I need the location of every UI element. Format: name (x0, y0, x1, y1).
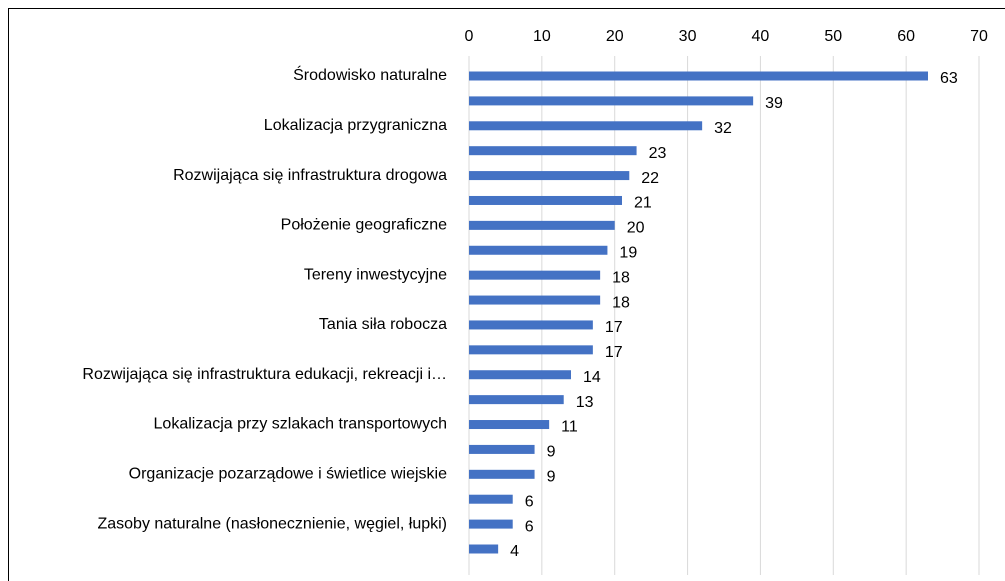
value-label: 21 (634, 195, 652, 212)
value-label: 18 (612, 294, 630, 311)
y-tick-label: Zasoby naturalne (nasłonecznienie, węgie… (97, 515, 447, 532)
bar (469, 295, 601, 305)
bar (469, 370, 571, 380)
bar (469, 420, 550, 430)
bar (469, 121, 703, 131)
bar (469, 195, 622, 205)
y-tick-label: Rozwijająca się infrastruktura drogowa (173, 167, 447, 184)
x-tick-label: 50 (824, 28, 842, 45)
bar (469, 544, 499, 554)
y-tick-label: Tereny inwestycyjne (304, 266, 447, 283)
value-label: 13 (576, 394, 594, 411)
value-label: 14 (583, 369, 601, 386)
value-label: 17 (605, 344, 623, 361)
x-tick-label: 40 (752, 28, 770, 45)
bar (469, 519, 513, 529)
bar (469, 444, 535, 454)
value-label: 23 (649, 145, 667, 162)
bar (469, 320, 593, 330)
y-tick-label: Organizacje pozarządowe i świetlice wiej… (129, 466, 447, 483)
bar (469, 71, 928, 81)
bar (469, 395, 564, 405)
value-label: 18 (612, 269, 630, 286)
y-tick-label: Lokalizacja przygraniczna (264, 117, 447, 134)
x-tick-label: 10 (533, 28, 551, 45)
y-tick-label: Tania siła robocza (319, 316, 447, 333)
value-label: 17 (605, 319, 623, 336)
value-label: 39 (765, 95, 783, 112)
value-label: 9 (547, 469, 556, 486)
y-tick-label: Położenie geograficzne (281, 217, 447, 234)
x-tick-label: 60 (897, 28, 915, 45)
bar (469, 345, 593, 355)
value-label: 11 (561, 419, 578, 436)
bar (469, 220, 615, 230)
bar (469, 245, 608, 255)
bar (469, 270, 601, 280)
bar (469, 171, 630, 181)
bar (469, 469, 535, 479)
value-label: 63 (940, 70, 958, 87)
x-tick-label: 30 (679, 28, 697, 45)
value-label: 6 (525, 493, 534, 510)
value-label: 22 (641, 170, 659, 187)
x-tick-label: 0 (465, 28, 474, 45)
value-label: 9 (547, 444, 556, 461)
value-label: 4 (510, 543, 519, 560)
bar (469, 146, 637, 156)
x-tick-label: 20 (606, 28, 624, 45)
value-label: 19 (619, 244, 637, 261)
value-label: 32 (714, 120, 732, 137)
y-tick-label: Lokalizacja przy szlakach transportowych (154, 416, 447, 433)
bar (469, 494, 513, 504)
x-tick-label: 70 (970, 28, 988, 45)
y-tick-label: Środowisko naturalne (293, 65, 447, 84)
value-label: 20 (627, 220, 645, 237)
bar (469, 96, 754, 106)
value-label: 6 (525, 518, 534, 535)
y-tick-label: Rozwijająca się infrastruktura edukacji,… (82, 366, 447, 383)
